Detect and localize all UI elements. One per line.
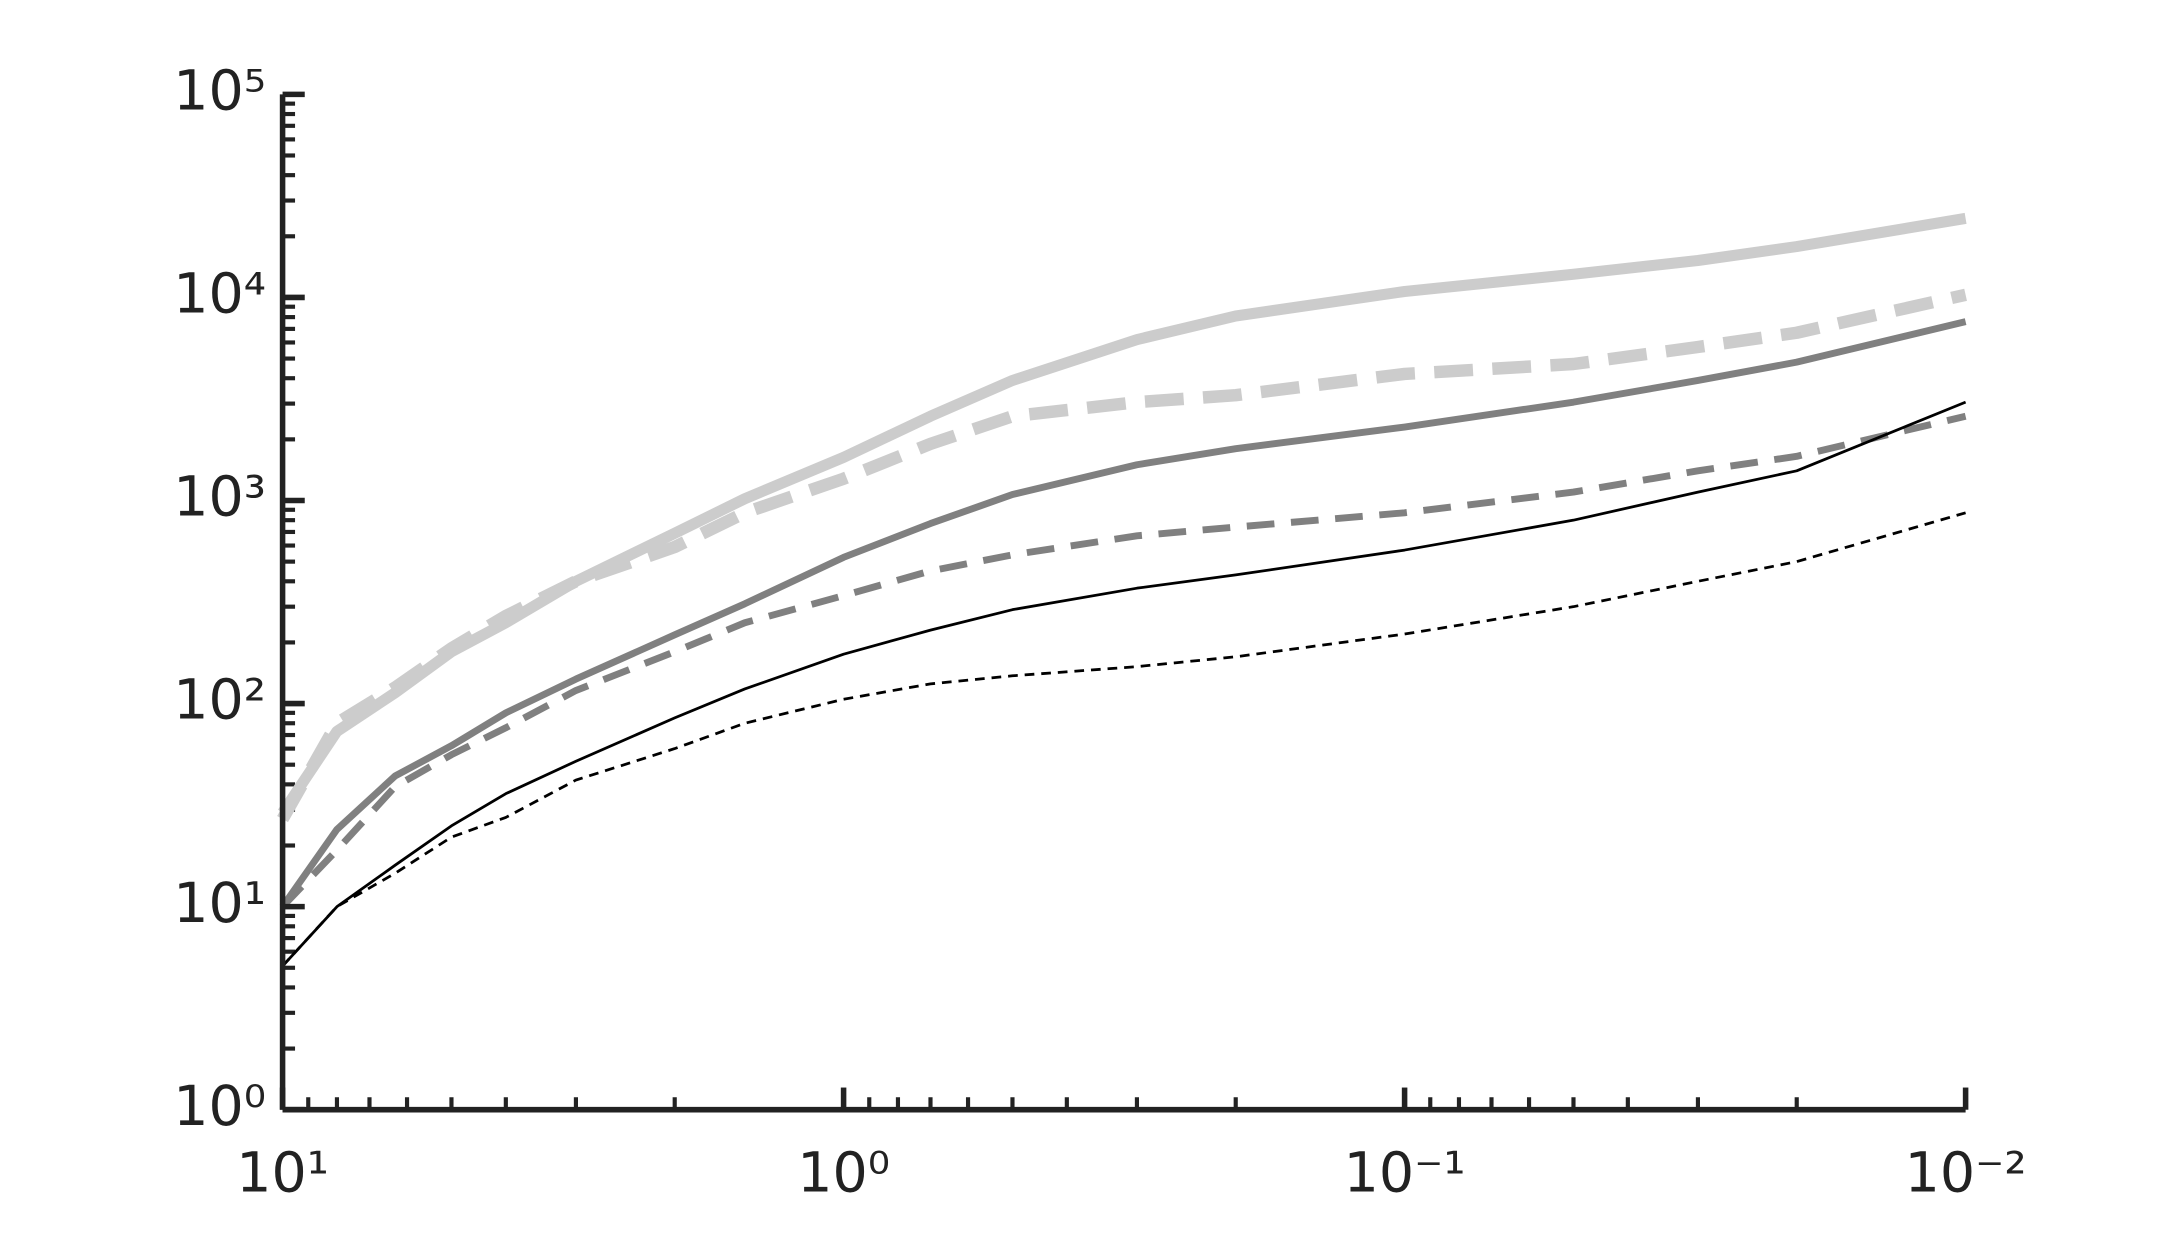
line-series — [281, 511, 1966, 967]
y-tick-label: 10⁰ — [173, 1075, 266, 1139]
y-tick-label: 10¹ — [173, 872, 266, 936]
line-series — [281, 400, 1967, 967]
y-tick-label: 10⁵ — [173, 59, 266, 123]
y-tick-label: 10² — [173, 669, 266, 733]
line-series — [277, 288, 1967, 823]
x-tick-label: 10⁻¹ — [1344, 1141, 1466, 1205]
x-tick-label: 10⁰ — [797, 1141, 890, 1205]
line-series — [277, 212, 1967, 816]
line-series — [279, 318, 1967, 909]
y-tick-label: 10³ — [173, 466, 266, 530]
x-tick-label: 10⁻² — [1905, 1141, 2027, 1205]
y-tick-label: 10⁴ — [173, 263, 266, 327]
x-tick-label: 10¹ — [236, 1141, 329, 1205]
